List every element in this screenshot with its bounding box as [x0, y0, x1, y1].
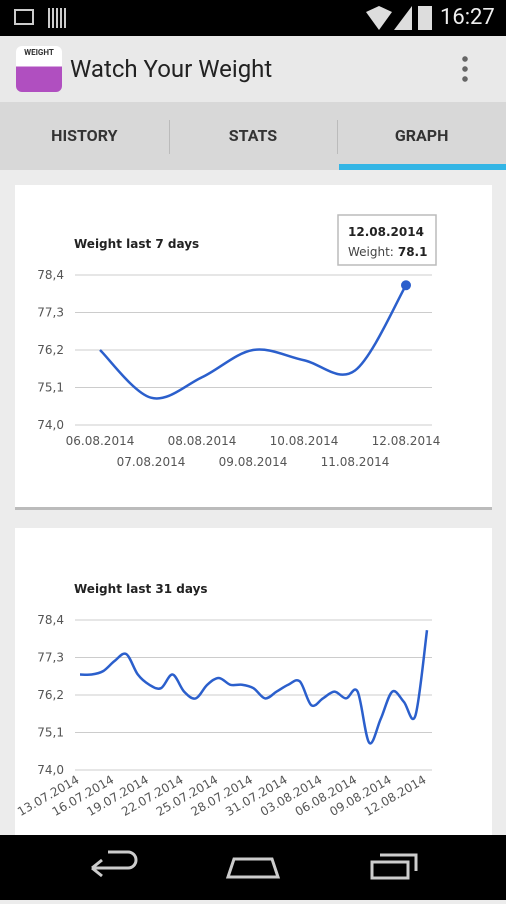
- x-tick-label: 10.08.2014: [270, 434, 339, 448]
- x-tick-label: 08.08.2014: [168, 434, 237, 448]
- y-tick-label: 76,2: [37, 343, 64, 357]
- x-tick-label: 12.08.2014: [372, 434, 441, 448]
- tooltip: 12.08.2014 Weight: 78.1: [337, 214, 437, 266]
- y-tick-label: 77,3: [37, 651, 64, 665]
- tab-divider: [337, 120, 339, 154]
- tab[interactable]: HISTORY: [51, 126, 118, 145]
- tooltip-value: 78.1: [398, 245, 428, 259]
- y-tick-label: 77,3: [37, 306, 64, 320]
- tooltip-box: [337, 214, 437, 266]
- back-button[interactable]: [91, 850, 138, 878]
- chart-title: Weight last 7 days: [74, 237, 199, 251]
- tab[interactable]: STATS: [169, 102, 338, 170]
- battery-icon: [418, 6, 432, 30]
- tooltip-label: Weight:: [348, 245, 394, 259]
- y-tick-label: 75,1: [37, 726, 64, 740]
- x-tick-label: 11.08.2014: [321, 455, 390, 469]
- charts: Weight last 7 days 74,0 75,1 76,2 77,3 78,4 06…: [15, 214, 441, 819]
- recents-button[interactable]: [370, 853, 418, 880]
- status-bar: 16:27: [0, 0, 506, 36]
- app-bar: WEIGHT Watch Your Weight: [0, 36, 506, 102]
- tab[interactable]: GRAPH: [337, 102, 506, 170]
- data-line: [79, 630, 429, 745]
- home-button[interactable]: [225, 857, 281, 879]
- overflow-menu[interactable]: [462, 54, 468, 84]
- gallery-icon: [14, 9, 34, 25]
- tab-bar: HISTORY STATS GRAPH: [0, 102, 506, 170]
- nav-icons: [91, 850, 418, 880]
- y-tick-label: 74,0: [37, 763, 64, 777]
- y-tick-label: 78,4: [37, 268, 64, 282]
- clock: 16:27: [440, 5, 495, 30]
- nav-bar: [0, 835, 506, 900]
- tab-divider: [168, 120, 170, 154]
- x-tick-label: 09.08.2014: [219, 455, 288, 469]
- y-tick-label: 75,1: [37, 381, 64, 395]
- y-tick-label: 74,0: [37, 418, 64, 432]
- y-tick-label: 78,4: [37, 613, 64, 627]
- tab-indicator: [339, 164, 506, 170]
- y-tick-label: 76,2: [37, 688, 64, 702]
- app-title: Watch Your Weight: [70, 55, 273, 83]
- data-line: [99, 284, 408, 400]
- x-tick-label: 06.08.2014: [66, 434, 135, 448]
- tooltip-title: 12.08.2014: [348, 225, 424, 239]
- chart-title: Weight last 31 days: [74, 582, 208, 596]
- x-tick-label: 07.08.2014: [117, 455, 186, 469]
- app-icon[interactable]: WEIGHT: [16, 46, 62, 92]
- barcode-icon: [48, 8, 66, 28]
- highlight-point: [401, 280, 411, 291]
- tooltip-body: Weight: 78.1: [348, 245, 427, 259]
- chart-card: [15, 528, 492, 838]
